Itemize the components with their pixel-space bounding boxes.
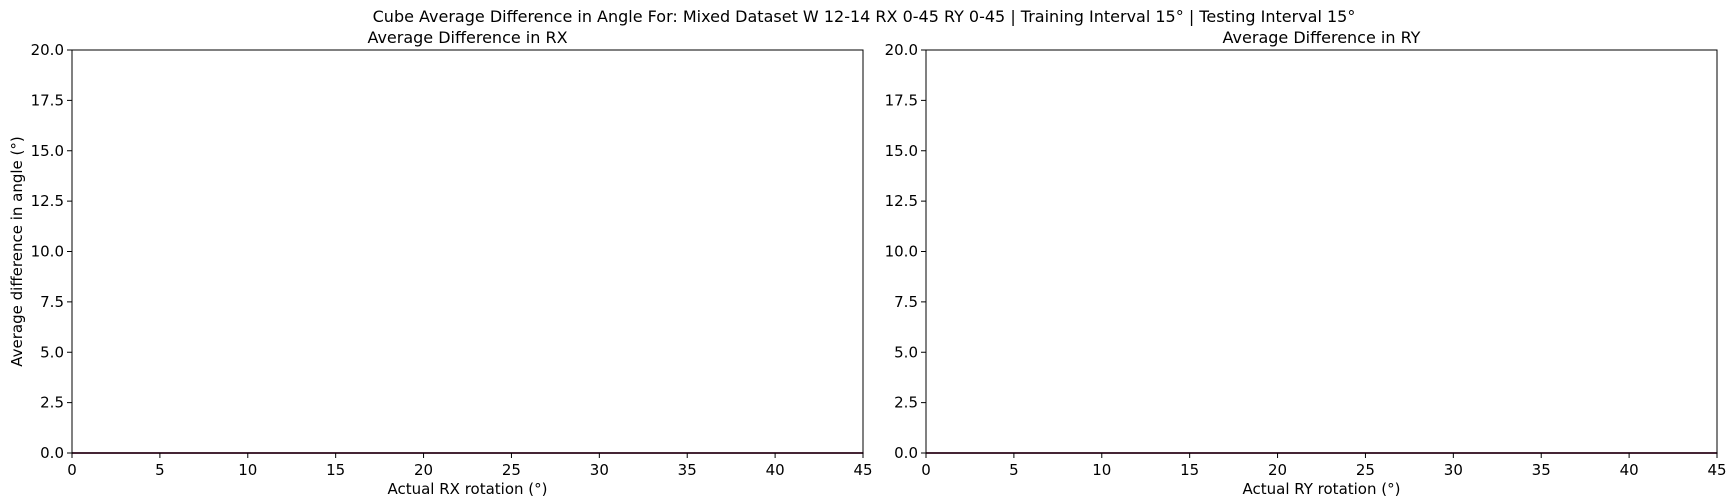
- x-tick-label: 25: [1356, 461, 1375, 479]
- chart-panel-rx: 0 5 10 15 20 25 30 35 40 45 0.0 2.5 5.0 7.5 10.0 12.5 15…: [8, 28, 873, 498]
- plot-area: [72, 50, 863, 453]
- x-tick-label: 45: [853, 461, 872, 479]
- y-tick-label: 7.5: [894, 293, 918, 311]
- y-tick-label: 20.0: [31, 41, 64, 59]
- y-tick-label: 15.0: [31, 142, 64, 160]
- y-tick-label: 17.5: [31, 91, 64, 109]
- x-tick-label: 10: [238, 461, 257, 479]
- y-tick-label: 10.0: [885, 243, 918, 261]
- x-tick-label: 20: [414, 461, 433, 479]
- x-tick-label: 30: [590, 461, 609, 479]
- y-tick-label: 15.0: [885, 142, 918, 160]
- x-tick-label: 35: [1532, 461, 1551, 479]
- y-tick-label: 7.5: [40, 293, 64, 311]
- subplot-title: Average Difference in RX: [367, 28, 567, 47]
- y-axis-label: Average difference in angle (°): [8, 136, 26, 366]
- chart-panels: 0 5 10 15 20 25 30 35 40 45 0.0 2.5 5.0 7.5 10.0 12.5 15…: [8, 28, 1727, 498]
- x-tick-label: 30: [1444, 461, 1463, 479]
- y-tick-label: 2.5: [894, 394, 918, 412]
- y-tick-label: 12.5: [31, 192, 64, 210]
- y-tick-label: 20.0: [885, 41, 918, 59]
- x-tick-label: 15: [1180, 461, 1199, 479]
- x-tick-label: 40: [766, 461, 785, 479]
- y-tick-label: 12.5: [885, 192, 918, 210]
- x-tick-label: 35: [678, 461, 697, 479]
- x-tick-label: 15: [326, 461, 345, 479]
- x-tick-label: 20: [1268, 461, 1287, 479]
- y-tick-label: 10.0: [31, 243, 64, 261]
- x-axis-label: Actual RX rotation (°): [387, 480, 547, 498]
- subplot-title: Average Difference in RY: [1223, 28, 1421, 47]
- x-tick-label: 45: [1707, 461, 1726, 479]
- x-tick-label: 40: [1620, 461, 1639, 479]
- y-tick-label: 2.5: [40, 394, 64, 412]
- y-tick-label: 0.0: [894, 444, 918, 462]
- y-tick-label: 5.0: [894, 343, 918, 361]
- x-tick-label: 0: [921, 461, 931, 479]
- x-tick-label: 25: [502, 461, 521, 479]
- x-axis-label: Actual RY rotation (°): [1243, 480, 1401, 498]
- chart-panel-ry: 0 5 10 15 20 25 30 35 40 45 0.0 2.5 5.0 7.5 10.0 12.5 15…: [885, 28, 1727, 498]
- x-tick-label: 5: [1009, 461, 1019, 479]
- x-tick-label: 5: [155, 461, 165, 479]
- x-tick-label: 0: [67, 461, 77, 479]
- figure-suptitle: Cube Average Difference in Angle For: Mi…: [373, 7, 1356, 26]
- y-tick-label: 17.5: [885, 91, 918, 109]
- y-tick-label: 5.0: [40, 343, 64, 361]
- x-tick-label: 10: [1092, 461, 1111, 479]
- y-tick-label: 0.0: [40, 444, 64, 462]
- plot-area: [926, 50, 1717, 453]
